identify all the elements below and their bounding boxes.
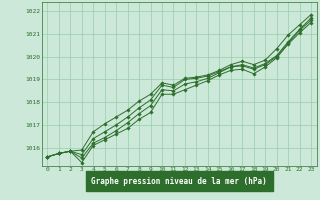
X-axis label: Graphe pression niveau de la mer (hPa): Graphe pression niveau de la mer (hPa) (91, 177, 267, 186)
